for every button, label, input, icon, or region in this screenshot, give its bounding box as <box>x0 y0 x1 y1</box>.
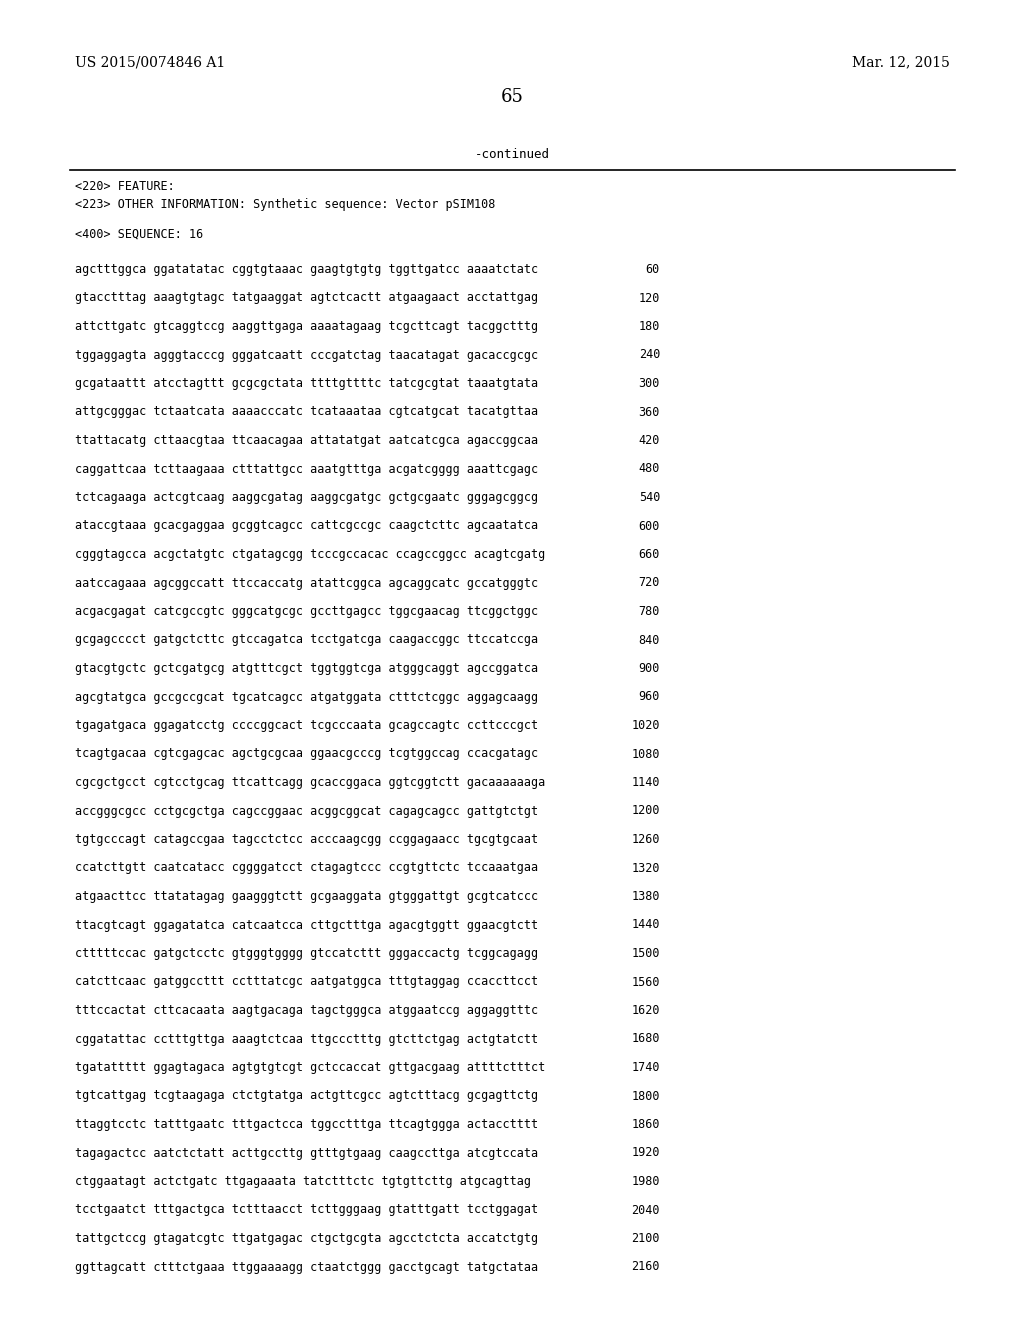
Text: <400> SEQUENCE: 16: <400> SEQUENCE: 16 <box>75 228 203 242</box>
Text: tgagatgaca ggagatcctg ccccggcact tcgcccaata gcagccagtc ccttcccgct: tgagatgaca ggagatcctg ccccggcact tcgccca… <box>75 719 539 733</box>
Text: 120: 120 <box>639 292 660 305</box>
Text: agcgtatgca gccgccgcat tgcatcagcc atgatggata ctttctcggc aggagcaagg: agcgtatgca gccgccgcat tgcatcagcc atgatgg… <box>75 690 539 704</box>
Text: 1620: 1620 <box>632 1005 660 1016</box>
Text: attgcgggac tctaatcata aaaacccatc tcataaataa cgtcatgcat tacatgttaa: attgcgggac tctaatcata aaaacccatc tcataaa… <box>75 405 539 418</box>
Text: 480: 480 <box>639 462 660 475</box>
Text: acgacgagat catcgccgtc gggcatgcgc gccttgagcc tggcgaacag ttcggctggc: acgacgagat catcgccgtc gggcatgcgc gccttga… <box>75 605 539 618</box>
Text: ctggaatagt actctgatc ttgagaaata tatctttctc tgtgttcttg atgcagttag: ctggaatagt actctgatc ttgagaaata tatctttc… <box>75 1175 531 1188</box>
Text: US 2015/0074846 A1: US 2015/0074846 A1 <box>75 55 225 69</box>
Text: cggatattac cctttgttga aaagtctcaa ttgccctttg gtcttctgag actgtatctt: cggatattac cctttgttga aaagtctcaa ttgccct… <box>75 1032 539 1045</box>
Text: 1680: 1680 <box>632 1032 660 1045</box>
Text: 960: 960 <box>639 690 660 704</box>
Text: agctttggca ggatatatac cggtgtaaac gaagtgtgtg tggttgatcc aaaatctatc: agctttggca ggatatatac cggtgtaaac gaagtgt… <box>75 263 539 276</box>
Text: 1140: 1140 <box>632 776 660 789</box>
Text: 840: 840 <box>639 634 660 647</box>
Text: 2160: 2160 <box>632 1261 660 1274</box>
Text: tggaggagta agggtacccg gggatcaatt cccgatctag taacatagat gacaccgcgc: tggaggagta agggtacccg gggatcaatt cccgatc… <box>75 348 539 362</box>
Text: tgtcattgag tcgtaagaga ctctgtatga actgttcgcc agtctttacg gcgagttctg: tgtcattgag tcgtaagaga ctctgtatga actgttc… <box>75 1089 539 1102</box>
Text: 660: 660 <box>639 548 660 561</box>
Text: cgggtagcca acgctatgtc ctgatagcgg tcccgccacac ccagccggcc acagtcgatg: cgggtagcca acgctatgtc ctgatagcgg tcccgcc… <box>75 548 545 561</box>
Text: 780: 780 <box>639 605 660 618</box>
Text: 2100: 2100 <box>632 1232 660 1245</box>
Text: tttccactat cttcacaata aagtgacaga tagctgggca atggaatccg aggaggtttc: tttccactat cttcacaata aagtgacaga tagctgg… <box>75 1005 539 1016</box>
Text: ccatcttgtt caatcatacc cggggatcct ctagagtccc ccgtgttctc tccaaatgaa: ccatcttgtt caatcatacc cggggatcct ctagagt… <box>75 862 539 874</box>
Text: 1500: 1500 <box>632 946 660 960</box>
Text: 900: 900 <box>639 663 660 675</box>
Text: accgggcgcc cctgcgctga cagccggaac acggcggcat cagagcagcc gattgtctgt: accgggcgcc cctgcgctga cagccggaac acggcgg… <box>75 804 539 817</box>
Text: tagagactcc aatctctatt acttgccttg gtttgtgaag caagccttga atcgtccata: tagagactcc aatctctatt acttgccttg gtttgtg… <box>75 1147 539 1159</box>
Text: 240: 240 <box>639 348 660 362</box>
Text: cgcgctgcct cgtcctgcag ttcattcagg gcaccggaca ggtcggtctt gacaaaaaaga: cgcgctgcct cgtcctgcag ttcattcagg gcaccgg… <box>75 776 545 789</box>
Text: gtacctttag aaagtgtagc tatgaaggat agtctcactt atgaagaact acctattgag: gtacctttag aaagtgtagc tatgaaggat agtctca… <box>75 292 539 305</box>
Text: 1020: 1020 <box>632 719 660 733</box>
Text: catcttcaac gatggccttt cctttatcgc aatgatggca tttgtaggag ccaccttcct: catcttcaac gatggccttt cctttatcgc aatgatg… <box>75 975 539 989</box>
Text: 360: 360 <box>639 405 660 418</box>
Text: ttaggtcctc tatttgaatc tttgactcca tggcctttga ttcagtggga actacctttt: ttaggtcctc tatttgaatc tttgactcca tggcctt… <box>75 1118 539 1131</box>
Text: 420: 420 <box>639 434 660 447</box>
Text: <223> OTHER INFORMATION: Synthetic sequence: Vector pSIM108: <223> OTHER INFORMATION: Synthetic seque… <box>75 198 496 211</box>
Text: atgaacttcc ttatatagag gaagggtctt gcgaaggata gtgggattgt gcgtcatccc: atgaacttcc ttatatagag gaagggtctt gcgaagg… <box>75 890 539 903</box>
Text: 1740: 1740 <box>632 1061 660 1074</box>
Text: ttattacatg cttaacgtaa ttcaacagaa attatatgat aatcatcgca agaccggcaa: ttattacatg cttaacgtaa ttcaacagaa attatat… <box>75 434 539 447</box>
Text: tattgctccg gtagatcgtc ttgatgagac ctgctgcgta agcctctcta accatctgtg: tattgctccg gtagatcgtc ttgatgagac ctgctgc… <box>75 1232 539 1245</box>
Text: aatccagaaa agcggccatt ttccaccatg atattcggca agcaggcatc gccatgggtc: aatccagaaa agcggccatt ttccaccatg atattcg… <box>75 577 539 590</box>
Text: gcgagcccct gatgctcttc gtccagatca tcctgatcga caagaccggc ttccatccga: gcgagcccct gatgctcttc gtccagatca tcctgat… <box>75 634 539 647</box>
Text: 1380: 1380 <box>632 890 660 903</box>
Text: ttacgtcagt ggagatatca catcaatcca cttgctttga agacgtggtt ggaacgtctt: ttacgtcagt ggagatatca catcaatcca cttgctt… <box>75 919 539 932</box>
Text: tgtgcccagt catagccgaa tagcctctcc acccaagcgg ccggagaacc tgcgtgcaat: tgtgcccagt catagccgaa tagcctctcc acccaag… <box>75 833 539 846</box>
Text: 2040: 2040 <box>632 1204 660 1217</box>
Text: ggttagcatt ctttctgaaa ttggaaaagg ctaatctggg gacctgcagt tatgctataa: ggttagcatt ctttctgaaa ttggaaaagg ctaatct… <box>75 1261 539 1274</box>
Text: 1800: 1800 <box>632 1089 660 1102</box>
Text: gcgataattt atcctagttt gcgcgctata ttttgttttc tatcgcgtat taaatgtata: gcgataattt atcctagttt gcgcgctata ttttgtt… <box>75 378 539 389</box>
Text: 180: 180 <box>639 319 660 333</box>
Text: 1440: 1440 <box>632 919 660 932</box>
Text: 1320: 1320 <box>632 862 660 874</box>
Text: tctcagaaga actcgtcaag aaggcgatag aaggcgatgc gctgcgaatc gggagcggcg: tctcagaaga actcgtcaag aaggcgatag aaggcga… <box>75 491 539 504</box>
Text: 1200: 1200 <box>632 804 660 817</box>
Text: <220> FEATURE:: <220> FEATURE: <box>75 180 175 193</box>
Text: 1260: 1260 <box>632 833 660 846</box>
Text: gtacgtgctc gctcgatgcg atgtttcgct tggtggtcga atgggcaggt agccggatca: gtacgtgctc gctcgatgcg atgtttcgct tggtggt… <box>75 663 539 675</box>
Text: caggattcaa tcttaagaaa ctttattgcc aaatgtttga acgatcgggg aaattcgagc: caggattcaa tcttaagaaa ctttattgcc aaatgtt… <box>75 462 539 475</box>
Text: 1980: 1980 <box>632 1175 660 1188</box>
Text: tgatattttt ggagtagaca agtgtgtcgt gctccaccat gttgacgaag attttctttct: tgatattttt ggagtagaca agtgtgtcgt gctccac… <box>75 1061 545 1074</box>
Text: 720: 720 <box>639 577 660 590</box>
Text: 1080: 1080 <box>632 747 660 760</box>
Text: 1560: 1560 <box>632 975 660 989</box>
Text: tcagtgacaa cgtcgagcac agctgcgcaa ggaacgcccg tcgtggccag ccacgatagc: tcagtgacaa cgtcgagcac agctgcgcaa ggaacgc… <box>75 747 539 760</box>
Text: 65: 65 <box>501 88 523 106</box>
Text: -continued: -continued <box>474 148 550 161</box>
Text: 600: 600 <box>639 520 660 532</box>
Text: Mar. 12, 2015: Mar. 12, 2015 <box>852 55 950 69</box>
Text: tcctgaatct tttgactgca tctttaacct tcttgggaag gtatttgatt tcctggagat: tcctgaatct tttgactgca tctttaacct tcttggg… <box>75 1204 539 1217</box>
Text: ctttttccac gatgctcctc gtgggtgggg gtccatcttt gggaccactg tcggcagagg: ctttttccac gatgctcctc gtgggtgggg gtccatc… <box>75 946 539 960</box>
Text: ataccgtaaa gcacgaggaa gcggtcagcc cattcgccgc caagctcttc agcaatatca: ataccgtaaa gcacgaggaa gcggtcagcc cattcgc… <box>75 520 539 532</box>
Text: 540: 540 <box>639 491 660 504</box>
Text: 1920: 1920 <box>632 1147 660 1159</box>
Text: 60: 60 <box>646 263 660 276</box>
Text: 300: 300 <box>639 378 660 389</box>
Text: attcttgatc gtcaggtccg aaggttgaga aaaatagaag tcgcttcagt tacggctttg: attcttgatc gtcaggtccg aaggttgaga aaaatag… <box>75 319 539 333</box>
Text: 1860: 1860 <box>632 1118 660 1131</box>
